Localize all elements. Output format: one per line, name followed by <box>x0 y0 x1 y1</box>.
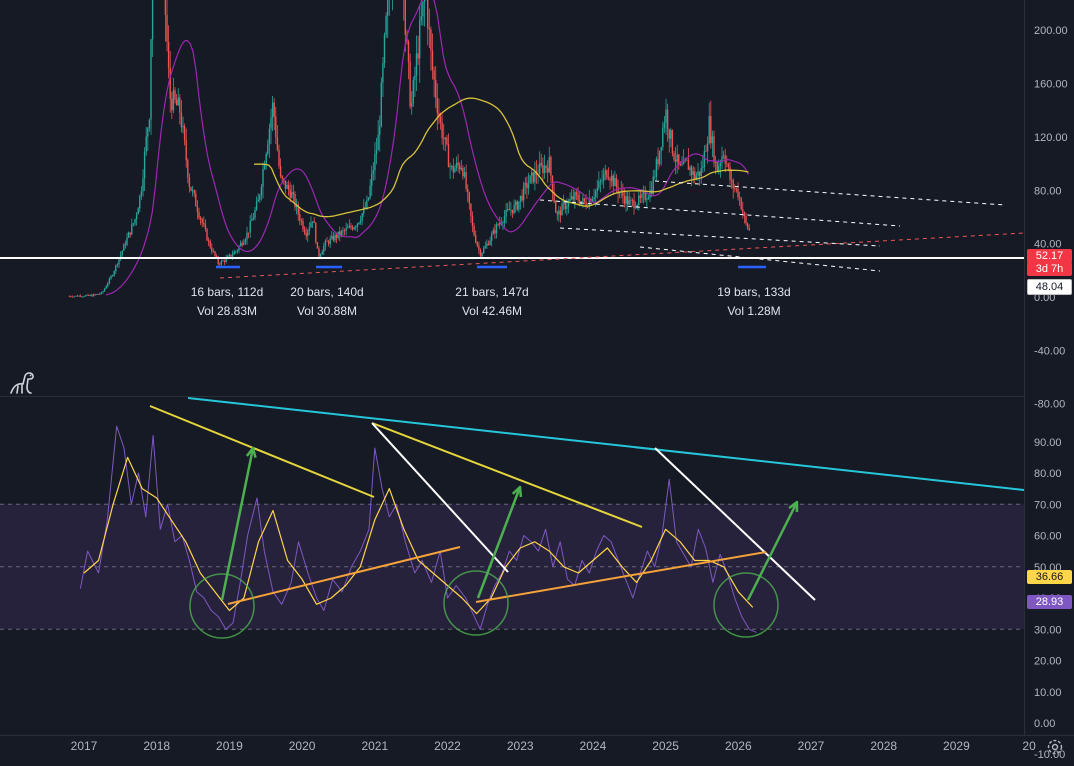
time-axis-tick: 2025 <box>652 739 679 753</box>
annotation-volume: Vol 1.28M <box>727 304 780 318</box>
rsi-orange-trendline <box>475 551 767 603</box>
annotation-bars: 20 bars, 140d <box>290 285 363 299</box>
rsi-axis-tick: 60.00 <box>1034 531 1062 543</box>
rsi-line <box>79 425 757 633</box>
rsi-bottom-circle <box>713 572 779 638</box>
rsi-orange-trendline <box>227 546 461 605</box>
candle-body <box>83 296 85 298</box>
rsi-axis-tick: 10.00 <box>1034 687 1062 699</box>
time-axis-tick: 2021 <box>361 739 388 753</box>
support-level-label: 48.04 <box>1027 279 1072 295</box>
rsi-arrow <box>476 486 522 599</box>
time-axis-tick: 2018 <box>143 739 170 753</box>
price-axis-tick: 120.00 <box>1034 132 1068 144</box>
rsi-bottom-circle <box>189 573 255 639</box>
annotation-volume: Vol 42.46M <box>462 304 522 318</box>
candle-body <box>73 296 75 298</box>
channel-low-line <box>559 227 881 247</box>
price-axis-tick: -80.00 <box>1034 399 1065 411</box>
rsi-axis-tick: 20.00 <box>1034 656 1062 668</box>
time-axis-tick: 2023 <box>507 739 534 753</box>
annotation-volume: Vol 28.83M <box>197 304 257 318</box>
gear-icon[interactable] <box>1046 738 1064 756</box>
price-ma-yellow <box>254 97 749 218</box>
rsi-ma-line <box>83 456 754 615</box>
candle-body <box>705 151 707 152</box>
time-axis-tick: 2020 <box>289 739 316 753</box>
rsi-axis-tick: 0.00 <box>1034 718 1055 730</box>
dinosaur-icon[interactable] <box>8 370 38 396</box>
time-axis-tick: 2026 <box>725 739 752 753</box>
channel-bottom-line <box>639 246 881 272</box>
candles-group <box>68 0 750 298</box>
candle-body <box>72 296 74 298</box>
rsi-axis-tick: 90.00 <box>1034 437 1062 449</box>
price-axis-separator <box>1024 0 1025 735</box>
rsi-white-trendline <box>654 447 816 601</box>
rsi-yellow-trendline <box>149 405 375 498</box>
rsi-arrow <box>220 447 255 601</box>
rsi-yellow-trendline <box>371 422 643 528</box>
rsi-cyan-trendline <box>187 397 1025 491</box>
annotation-bars: 21 bars, 147d <box>455 285 528 299</box>
annotation-bars: 16 bars, 112d <box>191 285 264 299</box>
rsi-axis-tick: 80.00 <box>1034 468 1062 480</box>
price-axis-tick: 40.00 <box>1034 239 1062 251</box>
time-axis-tick: 2022 <box>434 739 461 753</box>
candle-body <box>81 296 83 298</box>
rsi-axis-tick: 70.00 <box>1034 499 1062 511</box>
rsi-arrow <box>746 501 799 601</box>
rsi-white-trendline <box>371 422 509 573</box>
price-axis-tick: 160.00 <box>1034 79 1068 91</box>
channel-upper-line <box>654 180 1006 206</box>
time-axis-tick: 2027 <box>798 739 825 753</box>
time-axis-tick: 20 <box>1022 739 1036 753</box>
rsi-value-label: 28.93 <box>1027 595 1072 609</box>
time-axis-tick: 2028 <box>870 739 897 753</box>
price-axis-tick: 200.00 <box>1034 25 1068 37</box>
pane-divider[interactable] <box>0 396 1024 397</box>
time-axis-tick: 2019 <box>216 739 243 753</box>
rsi-arrow-head <box>788 500 799 513</box>
annotation-volume: Vol 30.88M <box>297 304 357 318</box>
rising-range-line <box>219 232 1025 279</box>
time-axis-tick: 2024 <box>580 739 607 753</box>
annotation-bars: 19 bars, 133d <box>717 285 790 299</box>
time-axis-tick: 2017 <box>71 739 98 753</box>
rsi-axis-tick: -10.00 <box>1034 749 1065 761</box>
time-axis-tick: 2029 <box>943 739 970 753</box>
candle-body <box>68 296 71 298</box>
rsi-ma-value-label: 36.66 <box>1027 570 1072 584</box>
rsi-bottom-circle <box>443 570 509 636</box>
price-axis-tick: -40.00 <box>1034 345 1065 357</box>
last-price-label: 52.17 <box>1027 249 1072 263</box>
price-ma-purple <box>105 0 750 296</box>
price-axis-tick: 80.00 <box>1034 185 1062 197</box>
rsi-arrow-head <box>511 485 523 498</box>
candle-body <box>70 296 72 298</box>
time-axis-separator <box>0 735 1074 736</box>
rsi-arrow-head <box>245 446 257 459</box>
candle-body <box>97 294 99 295</box>
rsi-axis-tick: 30.00 <box>1034 624 1062 636</box>
price-axis-tick: 0.00 <box>1034 292 1055 304</box>
bar-countdown-label: 3d 7h <box>1027 262 1072 276</box>
